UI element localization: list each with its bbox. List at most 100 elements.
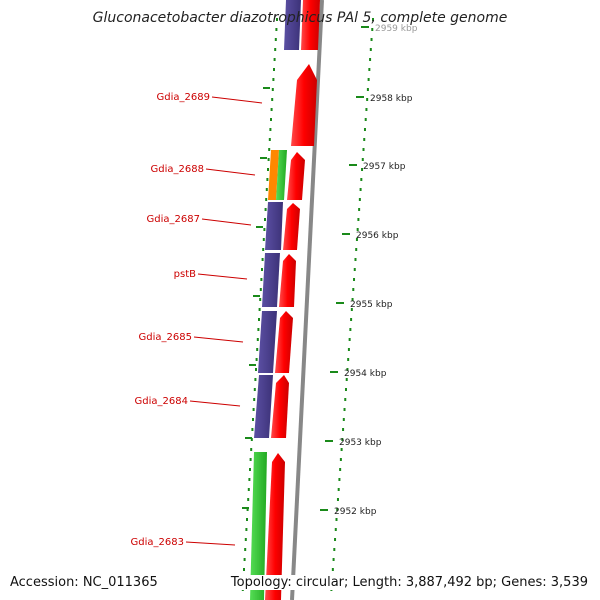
gc-dot-outer bbox=[357, 218, 360, 221]
gc-dot-outer bbox=[369, 58, 372, 61]
gc-dot-outer bbox=[359, 188, 362, 191]
gc-dot-inner bbox=[271, 98, 274, 101]
gc-peak bbox=[256, 226, 263, 228]
gene-label-pstb: pstB bbox=[174, 269, 196, 280]
gc-dot-inner bbox=[259, 288, 262, 291]
gc-dot-outer bbox=[353, 278, 356, 281]
cds-arrow bbox=[283, 203, 300, 250]
gc-dot-outer bbox=[355, 238, 358, 241]
scale-tick-label: 2954 kbp bbox=[344, 369, 387, 379]
gc-dot-inner bbox=[253, 398, 256, 401]
gc-dot-inner bbox=[255, 358, 258, 361]
gc-dot-inner bbox=[254, 378, 257, 381]
gc-dot-inner bbox=[246, 518, 248, 521]
gc-dot-inner bbox=[255, 368, 257, 371]
gc-dot-outer bbox=[371, 28, 374, 31]
cds-arrow bbox=[291, 64, 317, 146]
cds-arrow bbox=[287, 152, 305, 200]
gc-dot-inner bbox=[243, 558, 246, 561]
gc-dot-outer bbox=[347, 358, 350, 361]
gc-dot-outer bbox=[344, 388, 347, 391]
gene-label-gdia_2687: Gdia_2687 bbox=[147, 214, 200, 225]
gc-dot-inner bbox=[253, 388, 256, 391]
gc-dot-outer bbox=[363, 128, 366, 131]
gene-labels: Gdia_2689 Gdia_2688 Gdia_2687 pstB Gdia_2685… bbox=[131, 92, 263, 548]
gc-dot-inner bbox=[273, 58, 276, 61]
gc-dot-inner bbox=[270, 118, 272, 121]
gc-dot-inner bbox=[251, 428, 254, 431]
gene-leader-line bbox=[205, 168, 256, 176]
gc-dot-inner bbox=[258, 318, 260, 321]
cds-track bbox=[265, 0, 320, 600]
cog-block bbox=[276, 150, 287, 200]
gc-dot-outer bbox=[349, 328, 352, 331]
gc-dot-outer bbox=[331, 568, 334, 571]
genome-summary-text: Topology: circular; Length: 3,887,492 bp… bbox=[228, 575, 590, 590]
gc-dot-outer bbox=[334, 538, 337, 541]
gc-dot-outer bbox=[358, 208, 361, 211]
cog-block bbox=[262, 253, 280, 307]
gc-dot-outer bbox=[336, 498, 339, 501]
gc-dot-inner bbox=[256, 338, 259, 341]
gene-label-gdia_2685: Gdia_2685 bbox=[139, 332, 192, 343]
gc-dot-outer bbox=[334, 528, 337, 531]
gc-dot-outer bbox=[337, 488, 340, 491]
accession-text: Accession: NC_011365 bbox=[8, 575, 160, 590]
gc-dot-inner bbox=[263, 228, 266, 231]
gc-dot-outer bbox=[365, 108, 368, 111]
gc-dot-outer bbox=[339, 458, 342, 461]
gc-dot-inner bbox=[260, 278, 263, 281]
cog-block bbox=[250, 452, 267, 600]
gc-dot-inner bbox=[265, 198, 268, 201]
gc-dot-outer bbox=[354, 258, 357, 261]
gc-dot-inner bbox=[269, 128, 272, 131]
gc-dot-inner bbox=[252, 408, 255, 411]
scale-tick-label: 2959 kbp bbox=[375, 24, 418, 34]
gc-peak bbox=[253, 295, 260, 297]
gc-dot-inner bbox=[275, 28, 278, 31]
map-title: Gluconacetobacter diazotrophicus PAl 5, … bbox=[92, 10, 508, 26]
gc-dot-outer bbox=[348, 338, 351, 341]
gc-dot-outer bbox=[368, 68, 371, 71]
gc-dot-inner bbox=[247, 488, 250, 491]
scale-tick-label: 2952 kbp bbox=[334, 507, 377, 517]
gc-dot-inner bbox=[258, 308, 261, 311]
gc-dot-inner bbox=[271, 88, 274, 91]
gc-dot-inner bbox=[262, 238, 265, 241]
cog-block bbox=[284, 0, 301, 50]
gc-dot-outer bbox=[350, 318, 353, 321]
gc-dot-inner bbox=[265, 188, 268, 191]
gc-dot-outer bbox=[338, 478, 341, 481]
gc-dot-inner bbox=[244, 548, 247, 551]
gc-dot-outer bbox=[372, 18, 374, 21]
gc-dot-inner bbox=[250, 438, 253, 441]
cds-arrow bbox=[265, 453, 285, 600]
gc-peak bbox=[245, 437, 252, 439]
cds-arrow bbox=[275, 311, 293, 373]
gene-leader-line bbox=[201, 218, 252, 226]
gc-dot-outer bbox=[356, 228, 359, 231]
gc-dot-outer bbox=[361, 158, 364, 161]
gc-peak bbox=[260, 157, 267, 159]
gc-dot-outer bbox=[363, 138, 366, 141]
gc-dot-outer bbox=[366, 98, 369, 101]
gc-dot-outer bbox=[339, 468, 342, 471]
gc-dot-outer bbox=[347, 348, 350, 351]
cds-arrow bbox=[279, 254, 296, 307]
cog-block bbox=[254, 375, 273, 438]
gc-dot-inner bbox=[273, 68, 275, 71]
gc-dot-outer bbox=[342, 428, 345, 431]
scale-tick-label: 2957 kbp bbox=[363, 162, 406, 172]
gc-dot-inner bbox=[249, 458, 252, 461]
gc-dot-inner bbox=[268, 148, 271, 151]
gc-dot-inner bbox=[247, 498, 250, 501]
gene-label-gdia_2684: Gdia_2684 bbox=[135, 396, 188, 407]
cog-track bbox=[250, 0, 301, 600]
scale-ruler: 2959 kbp 2958 kbp 2957 kbp 2956 kbp 2955 kbp… bbox=[320, 24, 418, 517]
gc-dot-inner bbox=[270, 108, 273, 111]
gc-dot-inner bbox=[243, 568, 245, 571]
gc-dot-inner bbox=[272, 78, 275, 81]
gc-dot-inner bbox=[267, 158, 270, 161]
scale-tick-label: 2958 kbp bbox=[370, 94, 413, 104]
gene-leader-line bbox=[193, 336, 244, 343]
